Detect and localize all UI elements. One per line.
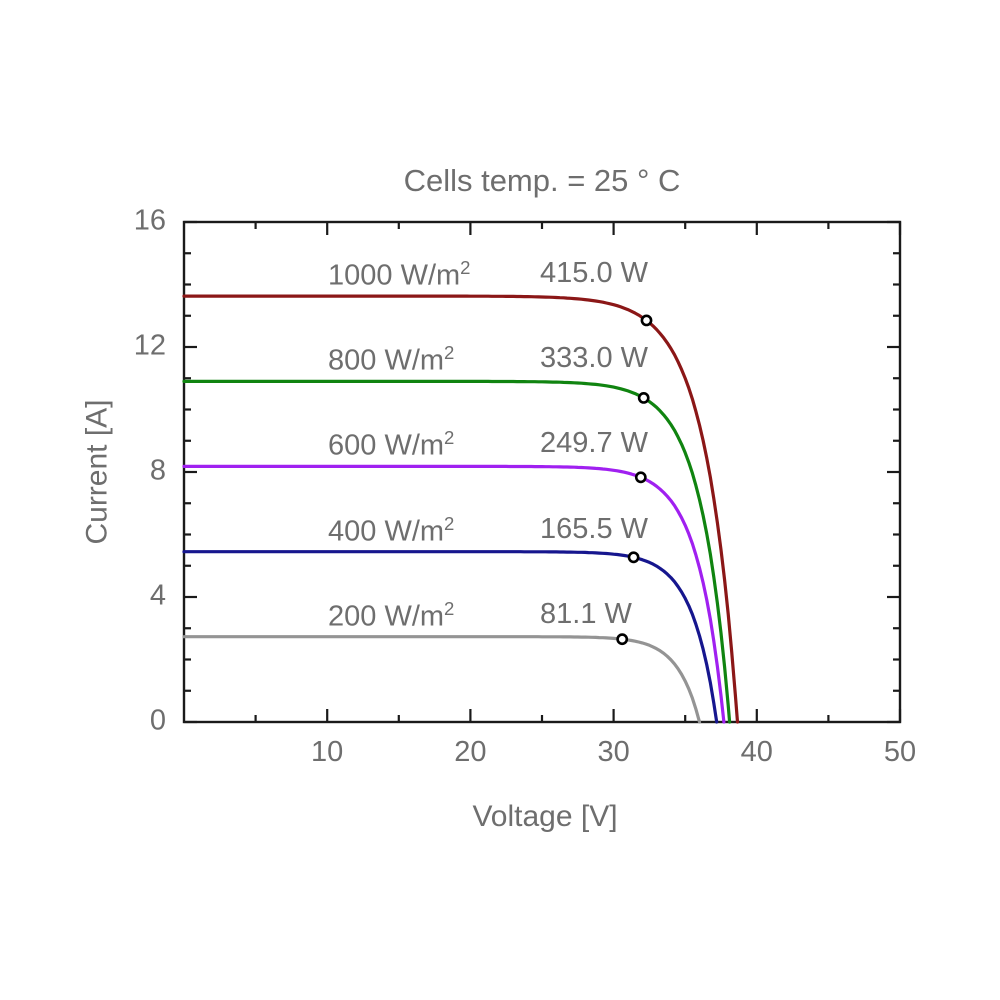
power-label-1000: 415.0 W [540, 257, 648, 289]
power-label-200: 81.1 W [540, 598, 632, 630]
chart-title: Cells temp. = 25 ° C [403, 163, 681, 198]
x-tick-label-10: 10 [311, 736, 344, 768]
power-label-600: 249.7 W [540, 427, 648, 459]
irradiance-label-superscript: 2 [444, 598, 455, 619]
irradiance-label-text: 1000 W/m [328, 259, 461, 292]
y-tick-label-0: 0 [149, 704, 166, 737]
mpp-marker-800 [637, 391, 650, 404]
irradiance-label-400: 400 W/m2 [328, 513, 455, 549]
irradiance-label-200: 200 W/m2 [328, 598, 455, 634]
x-tick-label-20: 20 [454, 736, 487, 768]
irradiance-label-1000: 1000 W/m2 [328, 257, 471, 293]
x-tick-label-50: 50 [883, 736, 917, 768]
irradiance-label-text: 800 W/m [328, 344, 445, 377]
irradiance-label-text: 200 W/m [328, 600, 445, 633]
irradiance-label-text: 400 W/m [328, 515, 445, 548]
irradiance-label-600: 600 W/m2 [328, 427, 455, 463]
irradiance-label-800: 800 W/m2 [328, 342, 455, 378]
y-tick-label-12: 12 [133, 329, 166, 362]
iv-curve-600 [182, 464, 726, 724]
y-tick-label-8: 8 [149, 454, 166, 487]
x-tick-label-40: 40 [740, 736, 773, 768]
y-tick-label-4: 4 [149, 579, 166, 612]
mpp-marker-400 [627, 551, 640, 564]
power-label-400: 165.5 W [540, 513, 648, 545]
iv-curve-1000 [182, 294, 740, 724]
irradiance-label-superscript: 2 [444, 513, 455, 534]
power-label-800: 333.0 W [540, 342, 648, 374]
mpp-marker-200 [616, 633, 629, 646]
iv-curve-200 [182, 635, 702, 724]
x-tick-label-30: 30 [597, 736, 630, 768]
x-axis-label: Voltage [V] [472, 800, 618, 833]
mpp-marker-600 [634, 471, 647, 484]
irradiance-label-text: 600 W/m [328, 429, 445, 462]
irradiance-label-superscript: 2 [460, 257, 471, 278]
irradiance-label-superscript: 2 [444, 342, 455, 363]
irradiance-label-superscript: 2 [444, 427, 455, 448]
y-tick-label-16: 16 [133, 204, 166, 237]
mpp-marker-1000 [640, 314, 653, 327]
